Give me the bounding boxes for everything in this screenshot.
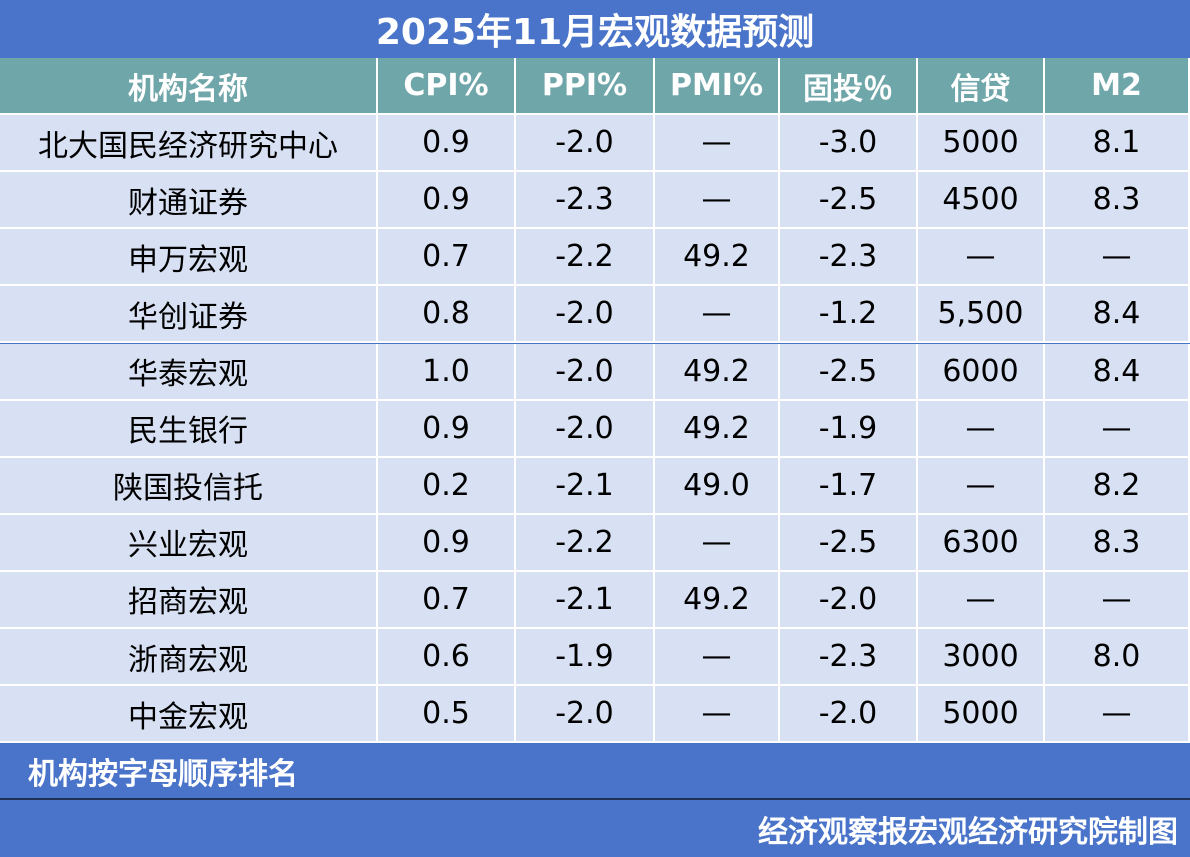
table-cell: 6300	[918, 514, 1045, 572]
table-cell: 5000	[918, 686, 1045, 744]
table-cell: —	[918, 229, 1045, 287]
table-cell: —	[1045, 400, 1190, 458]
table-cell: -2.0	[516, 343, 655, 401]
table-cell: 49.0	[655, 457, 780, 515]
table-cell: 4500	[918, 172, 1045, 230]
table-cell: 49.2	[655, 400, 780, 458]
table-cell: -2.5	[780, 514, 918, 572]
table-cell: -2.0	[516, 286, 655, 344]
table-cell: —	[655, 115, 780, 173]
table-cell: 5000	[918, 115, 1045, 173]
table-cell: -1.9	[516, 629, 655, 687]
column-header: 机构名称	[0, 58, 378, 116]
credit: 经济观察报宏观经济研究院制图	[0, 800, 1190, 857]
table-cell: 49.2	[655, 571, 780, 629]
institution-name: 财通证券	[0, 172, 378, 230]
table-cell: -2.0	[780, 571, 918, 629]
table-cell: -1.9	[780, 400, 918, 458]
table-cell: -2.0	[516, 686, 655, 744]
table-cell: 0.2	[378, 457, 516, 515]
institution-name: 华泰宏观	[0, 343, 378, 401]
table-cell: -2.5	[780, 172, 918, 230]
table-cell: —	[1045, 686, 1190, 744]
table-cell: 0.9	[378, 400, 516, 458]
institution-name: 民生银行	[0, 400, 378, 458]
table-cell: -2.2	[516, 514, 655, 572]
institution-name: 北大国民经济研究中心	[0, 115, 378, 173]
table-cell: —	[655, 172, 780, 230]
table-cell: 0.9	[378, 514, 516, 572]
table-cell: —	[918, 571, 1045, 629]
table-cell: 8.4	[1045, 343, 1190, 401]
table-cell: 0.7	[378, 571, 516, 629]
table-cell: 8.4	[1045, 286, 1190, 344]
table-cell: -2.5	[780, 343, 918, 401]
table-cell: 0.6	[378, 629, 516, 687]
table-cell: 0.5	[378, 686, 516, 744]
institution-name: 中金宏观	[0, 686, 378, 744]
table-cell: 49.2	[655, 343, 780, 401]
table-cell: -1.7	[780, 457, 918, 515]
institution-name: 浙商宏观	[0, 629, 378, 687]
column-header: 固投％	[780, 58, 918, 116]
institution-name: 招商宏观	[0, 571, 378, 629]
table-cell: 8.3	[1045, 514, 1190, 572]
institution-name: 陕国投信托	[0, 457, 378, 515]
table-cell: 8.3	[1045, 172, 1190, 230]
table-cell: 8.0	[1045, 629, 1190, 687]
column-header: M2	[1045, 58, 1190, 116]
table-cell: -3.0	[780, 115, 918, 173]
table-cell: 3000	[918, 629, 1045, 687]
table-cell: —	[655, 629, 780, 687]
table-cell: 0.8	[378, 286, 516, 344]
table-cell: —	[918, 457, 1045, 515]
table-cell: -2.3	[780, 629, 918, 687]
table-cell: 0.7	[378, 229, 516, 287]
table-cell: 0.9	[378, 115, 516, 173]
table-cell: —	[1045, 571, 1190, 629]
column-header: PMI%	[655, 58, 780, 116]
table-cell: -1.2	[780, 286, 918, 344]
table-cell: 0.9	[378, 172, 516, 230]
table-cell: -2.1	[516, 571, 655, 629]
table-cell: —	[655, 686, 780, 744]
table-cell: -2.1	[516, 457, 655, 515]
title: 2025年11月宏观数据预测	[0, 0, 1190, 58]
footnote: 机构按字母顺序排名	[0, 743, 1190, 800]
table-cell: -2.0	[516, 115, 655, 173]
table-cell: -2.0	[516, 400, 655, 458]
column-header: CPI%	[378, 58, 516, 116]
column-header: 信贷	[918, 58, 1045, 116]
table-cell: —	[655, 514, 780, 572]
table-cell: -2.0	[780, 686, 918, 744]
institution-name: 华创证券	[0, 286, 378, 344]
table-cell: 6000	[918, 343, 1045, 401]
table-cell: -2.3	[516, 172, 655, 230]
table-cell: 49.2	[655, 229, 780, 287]
institution-name: 兴业宏观	[0, 514, 378, 572]
table-cell: 1.0	[378, 343, 516, 401]
table-cell: -2.3	[780, 229, 918, 287]
table-cell: —	[1045, 229, 1190, 287]
table-cell: -2.2	[516, 229, 655, 287]
table-cell: —	[655, 286, 780, 344]
institution-name: 申万宏观	[0, 229, 378, 287]
table-cell: —	[918, 400, 1045, 458]
table-cell: 8.1	[1045, 115, 1190, 173]
column-header: PPI%	[516, 58, 655, 116]
table-cell: 8.2	[1045, 457, 1190, 515]
table-cell: 5,500	[918, 286, 1045, 344]
